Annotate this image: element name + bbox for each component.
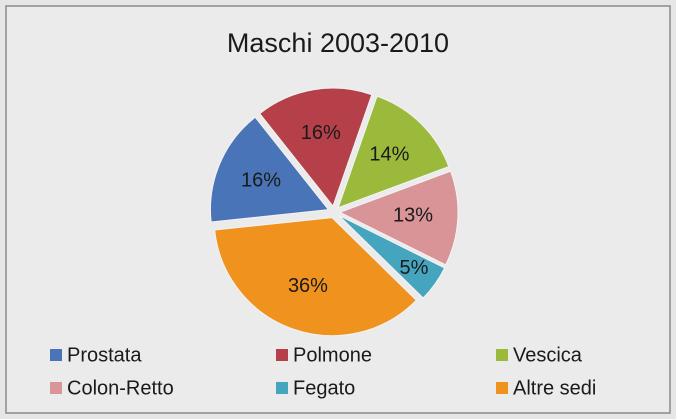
legend-label: Polmone bbox=[293, 344, 372, 366]
pie-slice bbox=[338, 170, 459, 266]
legend-label: Prostata bbox=[67, 344, 142, 366]
legend-swatch bbox=[50, 382, 62, 394]
data-label: 16% bbox=[241, 170, 281, 192]
pie-slice bbox=[259, 87, 373, 208]
pie-slice bbox=[210, 116, 330, 223]
legend-label: Altre sedi bbox=[513, 377, 596, 399]
data-label: 5% bbox=[399, 257, 428, 279]
data-label: 36% bbox=[288, 275, 328, 297]
pie-slice bbox=[338, 215, 446, 299]
pie-slice bbox=[337, 95, 450, 209]
chart-frame bbox=[5, 5, 671, 414]
legend-swatch bbox=[276, 349, 288, 361]
pie-slice bbox=[214, 217, 418, 337]
legend-label: Vescica bbox=[513, 344, 583, 366]
data-label: 16% bbox=[301, 122, 341, 144]
legend-swatch bbox=[496, 349, 508, 361]
legend-label: Colon-Retto bbox=[67, 377, 174, 399]
chart-title: Maschi 2003-2010 bbox=[227, 28, 449, 58]
legend-swatch bbox=[496, 382, 508, 394]
data-label: 13% bbox=[393, 204, 433, 226]
legend-swatch bbox=[50, 349, 62, 361]
legend-label: Fegato bbox=[293, 377, 355, 399]
data-label: 14% bbox=[369, 144, 409, 166]
legend-swatch bbox=[276, 382, 288, 394]
